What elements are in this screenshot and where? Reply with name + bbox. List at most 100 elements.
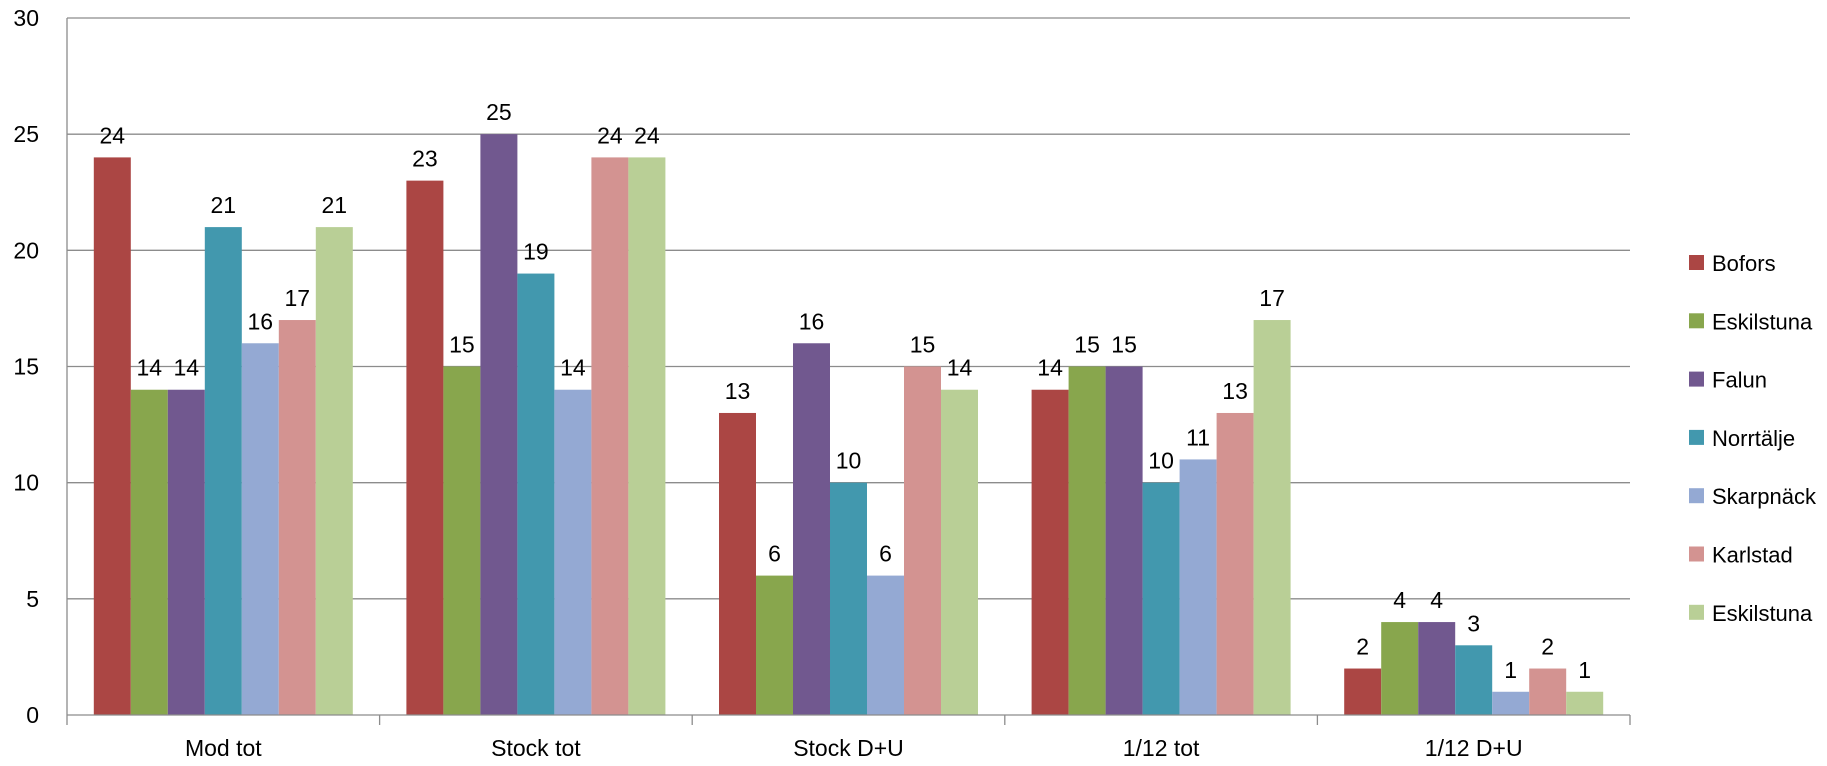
data-label: 23 <box>412 146 438 172</box>
bar[interactable] <box>406 181 443 715</box>
bar[interactable] <box>443 367 480 716</box>
bar[interactable] <box>205 227 242 715</box>
legend-swatch <box>1689 430 1704 445</box>
data-label: 15 <box>1111 332 1137 358</box>
data-label: 6 <box>768 541 781 567</box>
y-tick-label: 5 <box>26 586 39 612</box>
data-label: 14 <box>1037 355 1063 381</box>
legend: Bofors Eskilstuna Falun Norrtälje Skarpnäck K… <box>1689 251 1817 626</box>
y-tick-label: 30 <box>13 5 39 31</box>
data-label: 4 <box>1430 587 1443 613</box>
data-label: 15 <box>1074 332 1100 358</box>
data-label: 24 <box>634 122 660 148</box>
data-label: 13 <box>1222 378 1248 404</box>
bar[interactable] <box>830 483 867 715</box>
data-label: 6 <box>879 541 892 567</box>
legend-label: Eskilstuna <box>1712 601 1813 626</box>
y-tick-label: 15 <box>13 354 39 380</box>
bar[interactable] <box>1492 692 1529 715</box>
bar[interactable] <box>1529 669 1566 715</box>
data-label: 14 <box>947 355 973 381</box>
legend-label: Karlstad <box>1712 543 1793 568</box>
legend-label: Bofors <box>1712 251 1776 276</box>
x-tick-label: Stock tot <box>491 735 581 761</box>
bar[interactable] <box>517 274 554 715</box>
legend-swatch <box>1689 313 1704 328</box>
data-label: 4 <box>1393 587 1406 613</box>
bar[interactable] <box>1381 622 1418 715</box>
bar[interactable] <box>94 157 131 715</box>
bar[interactable] <box>941 390 978 715</box>
y-tick-label: 0 <box>26 702 39 728</box>
data-label: 2 <box>1356 634 1369 660</box>
data-label: 3 <box>1467 610 1480 636</box>
bar[interactable] <box>1180 459 1217 715</box>
bar[interactable] <box>793 343 830 715</box>
bar[interactable] <box>867 576 904 715</box>
bar[interactable] <box>1344 669 1381 715</box>
legend-swatch <box>1689 488 1704 503</box>
y-tick-label: 10 <box>13 470 39 496</box>
data-label: 10 <box>1148 448 1174 474</box>
data-label: 24 <box>597 122 623 148</box>
x-tick-label: 1/12 tot <box>1123 735 1200 761</box>
bar[interactable] <box>719 413 756 715</box>
data-label: 14 <box>174 355 200 381</box>
legend-label: Falun <box>1712 368 1767 393</box>
data-label: 10 <box>836 448 862 474</box>
legend-label: Norrtälje <box>1712 426 1795 451</box>
data-label: 1 <box>1504 657 1517 683</box>
bar[interactable] <box>1217 413 1254 715</box>
data-label: 16 <box>799 308 825 334</box>
legend-label: Eskilstuna <box>1712 309 1813 334</box>
x-tick-label: Mod tot <box>185 735 262 761</box>
bar[interactable] <box>131 390 168 715</box>
x-tick-label: 1/12 D+U <box>1425 735 1523 761</box>
data-label: 15 <box>449 332 475 358</box>
data-label: 15 <box>910 332 936 358</box>
bar[interactable] <box>1418 622 1455 715</box>
data-label: 21 <box>322 192 348 218</box>
bar[interactable] <box>554 390 591 715</box>
legend-label: Skarpnäck <box>1712 484 1817 509</box>
bar[interactable] <box>1069 367 1106 716</box>
y-tick-label: 25 <box>13 121 39 147</box>
data-label: 14 <box>560 355 586 381</box>
legend-swatch <box>1689 605 1704 620</box>
bar[interactable] <box>316 227 353 715</box>
legend-swatch <box>1689 547 1704 562</box>
bar[interactable] <box>1106 367 1143 716</box>
data-label: 24 <box>100 122 126 148</box>
bar[interactable] <box>168 390 205 715</box>
data-label: 11 <box>1186 424 1210 450</box>
bar[interactable] <box>756 576 793 715</box>
y-tick-label: 20 <box>13 237 39 263</box>
bar[interactable] <box>628 157 665 715</box>
bar[interactable] <box>480 134 517 715</box>
bar[interactable] <box>1032 390 1069 715</box>
bar[interactable] <box>904 367 941 716</box>
data-label: 17 <box>285 285 311 311</box>
data-label: 16 <box>248 308 274 334</box>
bar[interactable] <box>1143 483 1180 715</box>
data-label: 19 <box>523 239 549 265</box>
data-label: 17 <box>1259 285 1285 311</box>
bar[interactable] <box>242 343 279 715</box>
bar[interactable] <box>1455 645 1492 715</box>
bar[interactable] <box>1254 320 1291 715</box>
data-label: 1 <box>1578 657 1591 683</box>
data-label: 21 <box>211 192 237 218</box>
bar[interactable] <box>279 320 316 715</box>
data-label: 13 <box>725 378 751 404</box>
data-label: 25 <box>486 99 512 125</box>
bar[interactable] <box>1566 692 1603 715</box>
data-label: 2 <box>1541 634 1554 660</box>
bars <box>94 134 1603 715</box>
data-label: 14 <box>137 355 163 381</box>
legend-swatch <box>1689 372 1704 387</box>
legend-swatch <box>1689 255 1704 270</box>
x-tick-label: Stock D+U <box>793 735 904 761</box>
bar[interactable] <box>591 157 628 715</box>
